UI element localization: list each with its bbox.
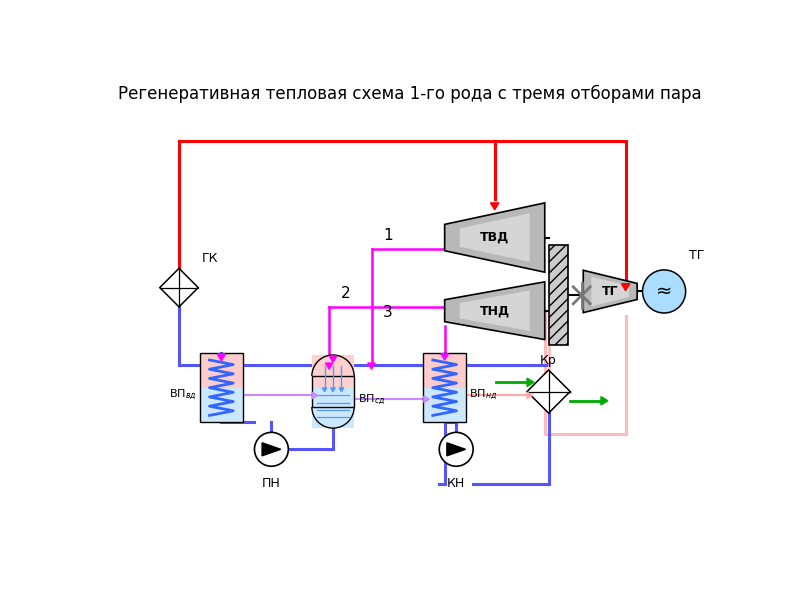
Bar: [423, 353, 466, 388]
Bar: [200, 353, 242, 388]
Text: 2: 2: [341, 286, 350, 301]
Polygon shape: [160, 268, 198, 307]
Polygon shape: [583, 270, 637, 313]
Bar: [423, 353, 466, 422]
Text: Регенеративная тепловая схема 1-го рода с тремя отборами пара: Регенеративная тепловая схема 1-го рода …: [118, 85, 702, 103]
Circle shape: [439, 433, 473, 466]
Text: ТГ: ТГ: [689, 249, 704, 262]
Text: ВП$_{вд}$: ВП$_{вд}$: [170, 388, 197, 402]
Text: ТВД: ТВД: [480, 231, 510, 244]
Polygon shape: [601, 397, 608, 405]
Polygon shape: [447, 443, 466, 456]
Polygon shape: [326, 363, 333, 369]
Text: ТНД: ТНД: [480, 304, 510, 317]
Bar: [312, 355, 354, 388]
Polygon shape: [591, 277, 629, 306]
Polygon shape: [218, 354, 225, 360]
Polygon shape: [460, 213, 530, 262]
Polygon shape: [445, 282, 545, 340]
Text: 1: 1: [383, 228, 393, 243]
Text: ТГ: ТГ: [602, 285, 618, 298]
Text: ГК: ГК: [202, 252, 218, 265]
Text: ВП$_{сд}$: ВП$_{сд}$: [358, 392, 385, 407]
Text: 3: 3: [383, 305, 393, 320]
Polygon shape: [330, 388, 335, 392]
Polygon shape: [527, 378, 534, 386]
Polygon shape: [368, 363, 375, 369]
Bar: [423, 388, 466, 422]
Polygon shape: [312, 392, 318, 398]
Text: ВП$_{нд}$: ВП$_{нд}$: [469, 388, 497, 402]
Text: Кр: Кр: [540, 354, 557, 367]
Polygon shape: [262, 443, 281, 456]
Polygon shape: [424, 396, 430, 403]
Polygon shape: [441, 354, 448, 360]
Bar: [200, 388, 242, 422]
Circle shape: [254, 433, 288, 466]
Text: ≈: ≈: [656, 282, 672, 301]
Circle shape: [642, 270, 686, 313]
Bar: [549, 245, 568, 346]
Bar: [200, 353, 242, 422]
Text: ПН: ПН: [262, 477, 281, 490]
Polygon shape: [322, 388, 327, 392]
Polygon shape: [339, 388, 344, 392]
Polygon shape: [218, 355, 225, 361]
Polygon shape: [460, 290, 530, 331]
Polygon shape: [330, 356, 337, 362]
Polygon shape: [622, 284, 630, 290]
Polygon shape: [445, 203, 545, 272]
Polygon shape: [490, 203, 499, 210]
Polygon shape: [527, 370, 570, 413]
Bar: [312, 388, 354, 428]
Text: КН: КН: [447, 477, 466, 490]
Polygon shape: [527, 392, 533, 398]
